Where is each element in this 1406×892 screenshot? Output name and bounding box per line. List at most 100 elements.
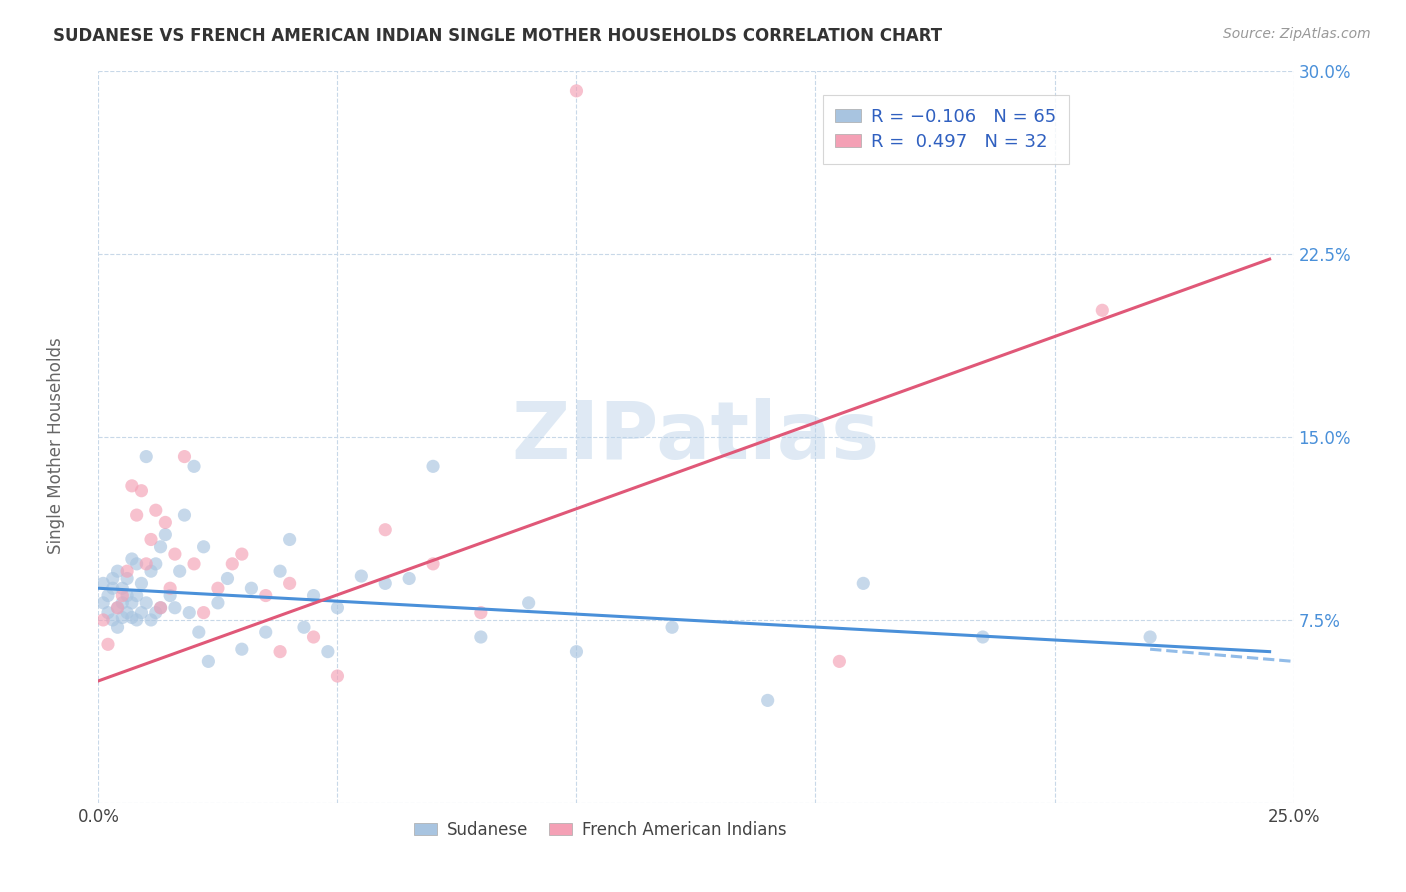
Point xyxy=(111,610,134,624)
Point xyxy=(163,600,186,615)
Point xyxy=(565,84,588,98)
Point xyxy=(326,669,349,683)
Point xyxy=(121,596,143,610)
Point xyxy=(149,600,172,615)
Point xyxy=(111,581,134,595)
Point xyxy=(422,557,444,571)
Point xyxy=(125,557,148,571)
Point xyxy=(101,613,124,627)
Point xyxy=(183,557,205,571)
Point xyxy=(470,630,492,644)
Point xyxy=(91,613,114,627)
Point xyxy=(107,600,129,615)
Point xyxy=(121,479,143,493)
Point xyxy=(97,637,120,651)
Point xyxy=(145,606,167,620)
Point xyxy=(135,596,157,610)
Point xyxy=(149,540,172,554)
Point xyxy=(125,589,148,603)
Point xyxy=(422,459,444,474)
Point xyxy=(278,533,301,547)
Point xyxy=(155,527,177,541)
Point xyxy=(193,606,215,620)
Point xyxy=(115,606,138,620)
Point xyxy=(131,483,153,498)
Point xyxy=(149,600,172,615)
Point xyxy=(115,589,138,603)
Point xyxy=(972,630,994,644)
Point xyxy=(193,540,215,554)
Point xyxy=(565,645,588,659)
Point xyxy=(1139,630,1161,644)
Point xyxy=(183,459,205,474)
Point xyxy=(131,576,153,591)
Point xyxy=(135,557,157,571)
Text: ZIPatlas: ZIPatlas xyxy=(512,398,880,476)
Point xyxy=(207,581,229,595)
Point xyxy=(828,654,851,668)
Point xyxy=(91,576,114,591)
Point xyxy=(91,596,114,610)
Point xyxy=(107,620,129,634)
Point xyxy=(101,572,124,586)
Point xyxy=(302,630,325,644)
Point xyxy=(139,533,162,547)
Point xyxy=(163,547,186,561)
Point xyxy=(115,572,138,586)
Point xyxy=(121,610,143,624)
Point xyxy=(187,625,209,640)
Point xyxy=(107,600,129,615)
Point xyxy=(97,606,120,620)
Point xyxy=(231,547,253,561)
Point xyxy=(231,642,253,657)
Point xyxy=(179,606,201,620)
Point xyxy=(292,620,315,634)
Point xyxy=(374,576,396,591)
Point xyxy=(97,589,120,603)
Point xyxy=(139,613,162,627)
Point xyxy=(111,589,134,603)
Point xyxy=(101,581,124,595)
Point xyxy=(145,503,167,517)
Point xyxy=(155,516,177,530)
Point xyxy=(350,569,373,583)
Point xyxy=(115,564,138,578)
Point xyxy=(254,625,277,640)
Legend: Sudanese, French American Indians: Sudanese, French American Indians xyxy=(408,814,793,846)
Point xyxy=(131,606,153,620)
Point xyxy=(121,552,143,566)
Point xyxy=(173,450,195,464)
Point xyxy=(316,645,339,659)
Point xyxy=(278,576,301,591)
Point xyxy=(217,572,239,586)
Point xyxy=(398,572,420,586)
Point xyxy=(139,564,162,578)
Text: Single Mother Households: Single Mother Households xyxy=(48,338,65,554)
Point xyxy=(374,523,396,537)
Point xyxy=(221,557,243,571)
Point xyxy=(254,589,277,603)
Point xyxy=(302,589,325,603)
Point xyxy=(107,564,129,578)
Point xyxy=(169,564,191,578)
Point xyxy=(470,606,492,620)
Point xyxy=(756,693,779,707)
Point xyxy=(197,654,219,668)
Point xyxy=(661,620,683,634)
Text: SUDANESE VS FRENCH AMERICAN INDIAN SINGLE MOTHER HOUSEHOLDS CORRELATION CHART: SUDANESE VS FRENCH AMERICAN INDIAN SINGL… xyxy=(53,27,942,45)
Point xyxy=(207,596,229,610)
Point xyxy=(145,557,167,571)
Point xyxy=(111,596,134,610)
Point xyxy=(173,508,195,522)
Point xyxy=(326,600,349,615)
Text: Source: ZipAtlas.com: Source: ZipAtlas.com xyxy=(1223,27,1371,41)
Point xyxy=(125,508,148,522)
Point xyxy=(135,450,157,464)
Point xyxy=(517,596,540,610)
Point xyxy=(240,581,263,595)
Point xyxy=(159,589,181,603)
Point xyxy=(159,581,181,595)
Point xyxy=(269,564,291,578)
Point xyxy=(852,576,875,591)
Point xyxy=(269,645,291,659)
